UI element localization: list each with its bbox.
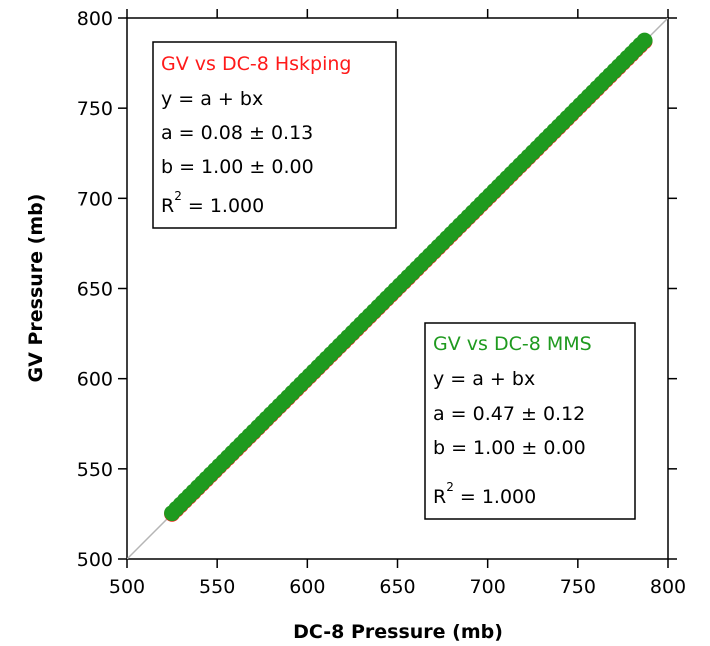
fit-box-mms-r2-value: = 1.000 bbox=[454, 486, 536, 508]
fit-box-mms-b: b = 1.00 ± 0.00 bbox=[433, 437, 586, 459]
series-mms-points bbox=[164, 32, 653, 522]
fit-box-hskping-r2: R2 = 1.000 bbox=[161, 189, 264, 217]
fit-box-mms-a: a = 0.47 ± 0.12 bbox=[433, 403, 585, 425]
x-tick-label-500: 500 bbox=[109, 576, 145, 598]
fit-box-hskping-r2-exp: 2 bbox=[174, 189, 182, 203]
fit-box-hskping-b: b = 1.00 ± 0.00 bbox=[161, 156, 314, 178]
fit-box-mms-r2-label: R bbox=[433, 486, 446, 508]
fit-box-mms-frame bbox=[424, 322, 636, 520]
fit-box-hskping-title: GV vs DC-8 Hskping bbox=[161, 53, 351, 75]
y-axis-ticks: 500 550 600 650 700 750 800 bbox=[77, 8, 677, 571]
fit-box-mms-r2-exp: 2 bbox=[446, 480, 454, 494]
y-axis-label: GV Pressure (mb) bbox=[25, 194, 47, 383]
y-tick-label-800: 800 bbox=[77, 8, 113, 30]
fit-box-hskping-frame bbox=[152, 41, 397, 229]
fit-box-mms-equation: y = a + bx bbox=[433, 368, 535, 390]
y-tick-label-600: 600 bbox=[77, 369, 113, 391]
fit-box-mms: GV vs DC-8 MMS y = a + bx a = 0.47 ± 0.1… bbox=[424, 322, 636, 520]
x-tick-label-550: 550 bbox=[199, 576, 235, 598]
x-axis-label: DC-8 Pressure (mb) bbox=[293, 621, 503, 643]
fit-box-mms-title: GV vs DC-8 MMS bbox=[433, 333, 592, 355]
x-axis-ticks: 500 550 600 650 700 750 800 bbox=[109, 9, 686, 598]
fit-box-hskping-a: a = 0.08 ± 0.13 bbox=[161, 122, 313, 144]
fit-box-hskping-equation: y = a + bx bbox=[161, 88, 263, 110]
fit-box-hskping: GV vs DC-8 Hskping y = a + bx a = 0.08 ±… bbox=[152, 41, 397, 229]
y-tick-label-700: 700 bbox=[77, 188, 113, 210]
x-tick-label-700: 700 bbox=[470, 576, 506, 598]
fit-box-hskping-r2-label: R bbox=[161, 195, 174, 217]
x-tick-label-750: 750 bbox=[560, 576, 596, 598]
y-tick-label-500: 500 bbox=[77, 549, 113, 571]
x-tick-label-600: 600 bbox=[289, 576, 325, 598]
x-tick-label-650: 650 bbox=[379, 576, 415, 598]
y-tick-label-550: 550 bbox=[77, 459, 113, 481]
fit-box-hskping-r2-value: = 1.000 bbox=[182, 195, 264, 217]
data-point bbox=[636, 32, 653, 49]
x-tick-label-800: 800 bbox=[650, 576, 686, 598]
fit-box-mms-r2: R2 = 1.000 bbox=[433, 480, 536, 508]
y-tick-label-650: 650 bbox=[77, 279, 113, 301]
y-tick-label-750: 750 bbox=[77, 98, 113, 120]
